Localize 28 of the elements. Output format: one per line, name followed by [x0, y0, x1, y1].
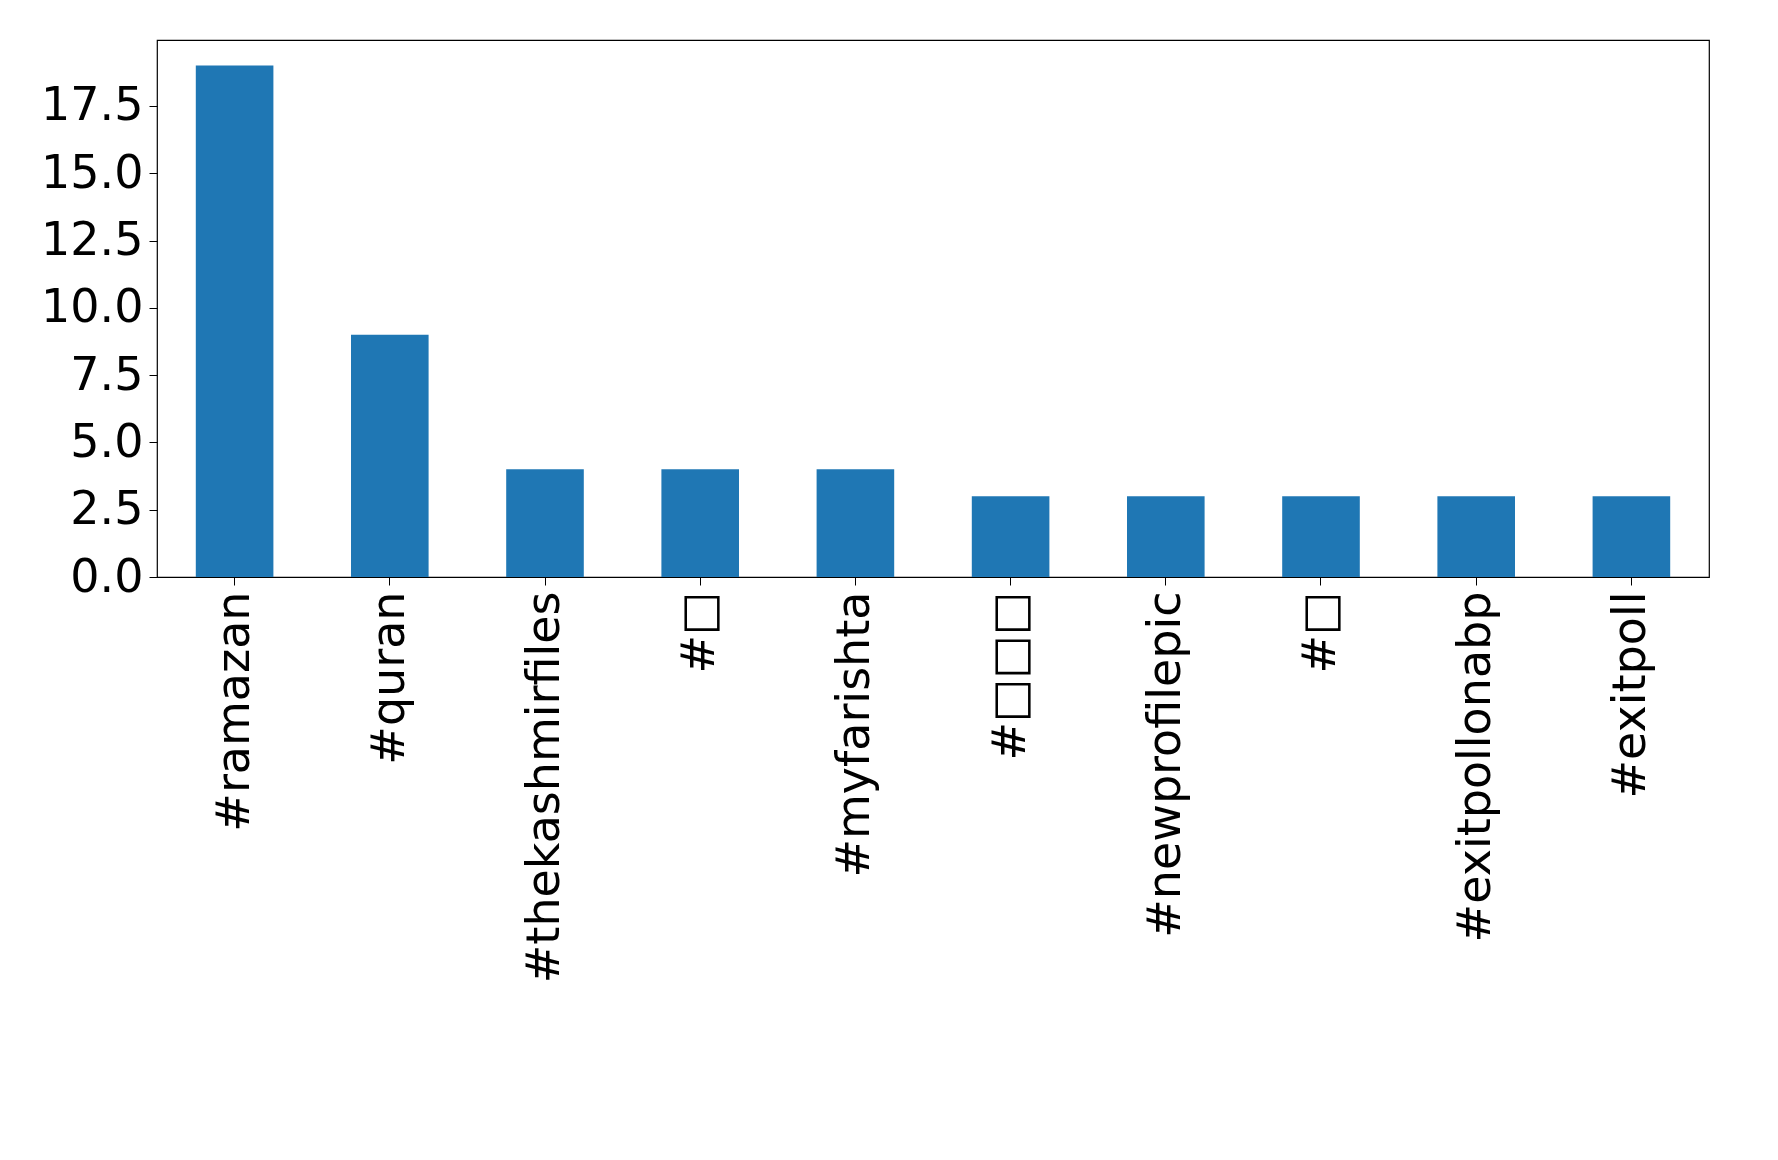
bar [971, 496, 1050, 577]
x-tick-label: #newprofilepic [1136, 591, 1191, 938]
x-tick-label: #□ [671, 591, 726, 674]
x-tick-label: #thekashmirfiles [516, 591, 570, 984]
bar [195, 65, 274, 577]
y-tick-label: 10.0 [41, 279, 144, 334]
x-tick-label: #□ [1292, 591, 1346, 674]
y-tick-label: 17.5 [41, 77, 144, 132]
x-tick-label: #exitpoll [1602, 591, 1657, 799]
bar [1437, 496, 1515, 577]
x-tick-label: #myfarishta [826, 591, 881, 878]
y-tick-label: 7.5 [70, 346, 144, 401]
bar [1592, 496, 1671, 577]
y-tick-label: 0.0 [70, 548, 144, 603]
y-tick-label: 2.5 [70, 481, 144, 536]
y-tick-label: 5.0 [70, 413, 144, 468]
y-tick-label: 15.0 [41, 144, 144, 199]
bar [1127, 496, 1205, 577]
x-tick-label: #ramazan [205, 591, 260, 832]
bar [1282, 496, 1360, 577]
bar [506, 469, 584, 577]
bar [351, 334, 429, 577]
y-tick-label: 12.5 [41, 212, 144, 267]
x-tick-label: #quran [360, 591, 415, 765]
bar [816, 469, 895, 577]
x-tick-label: #exitpollonabp [1447, 591, 1502, 943]
bar [661, 469, 739, 577]
x-tick-label: #□□□ [981, 591, 1036, 761]
